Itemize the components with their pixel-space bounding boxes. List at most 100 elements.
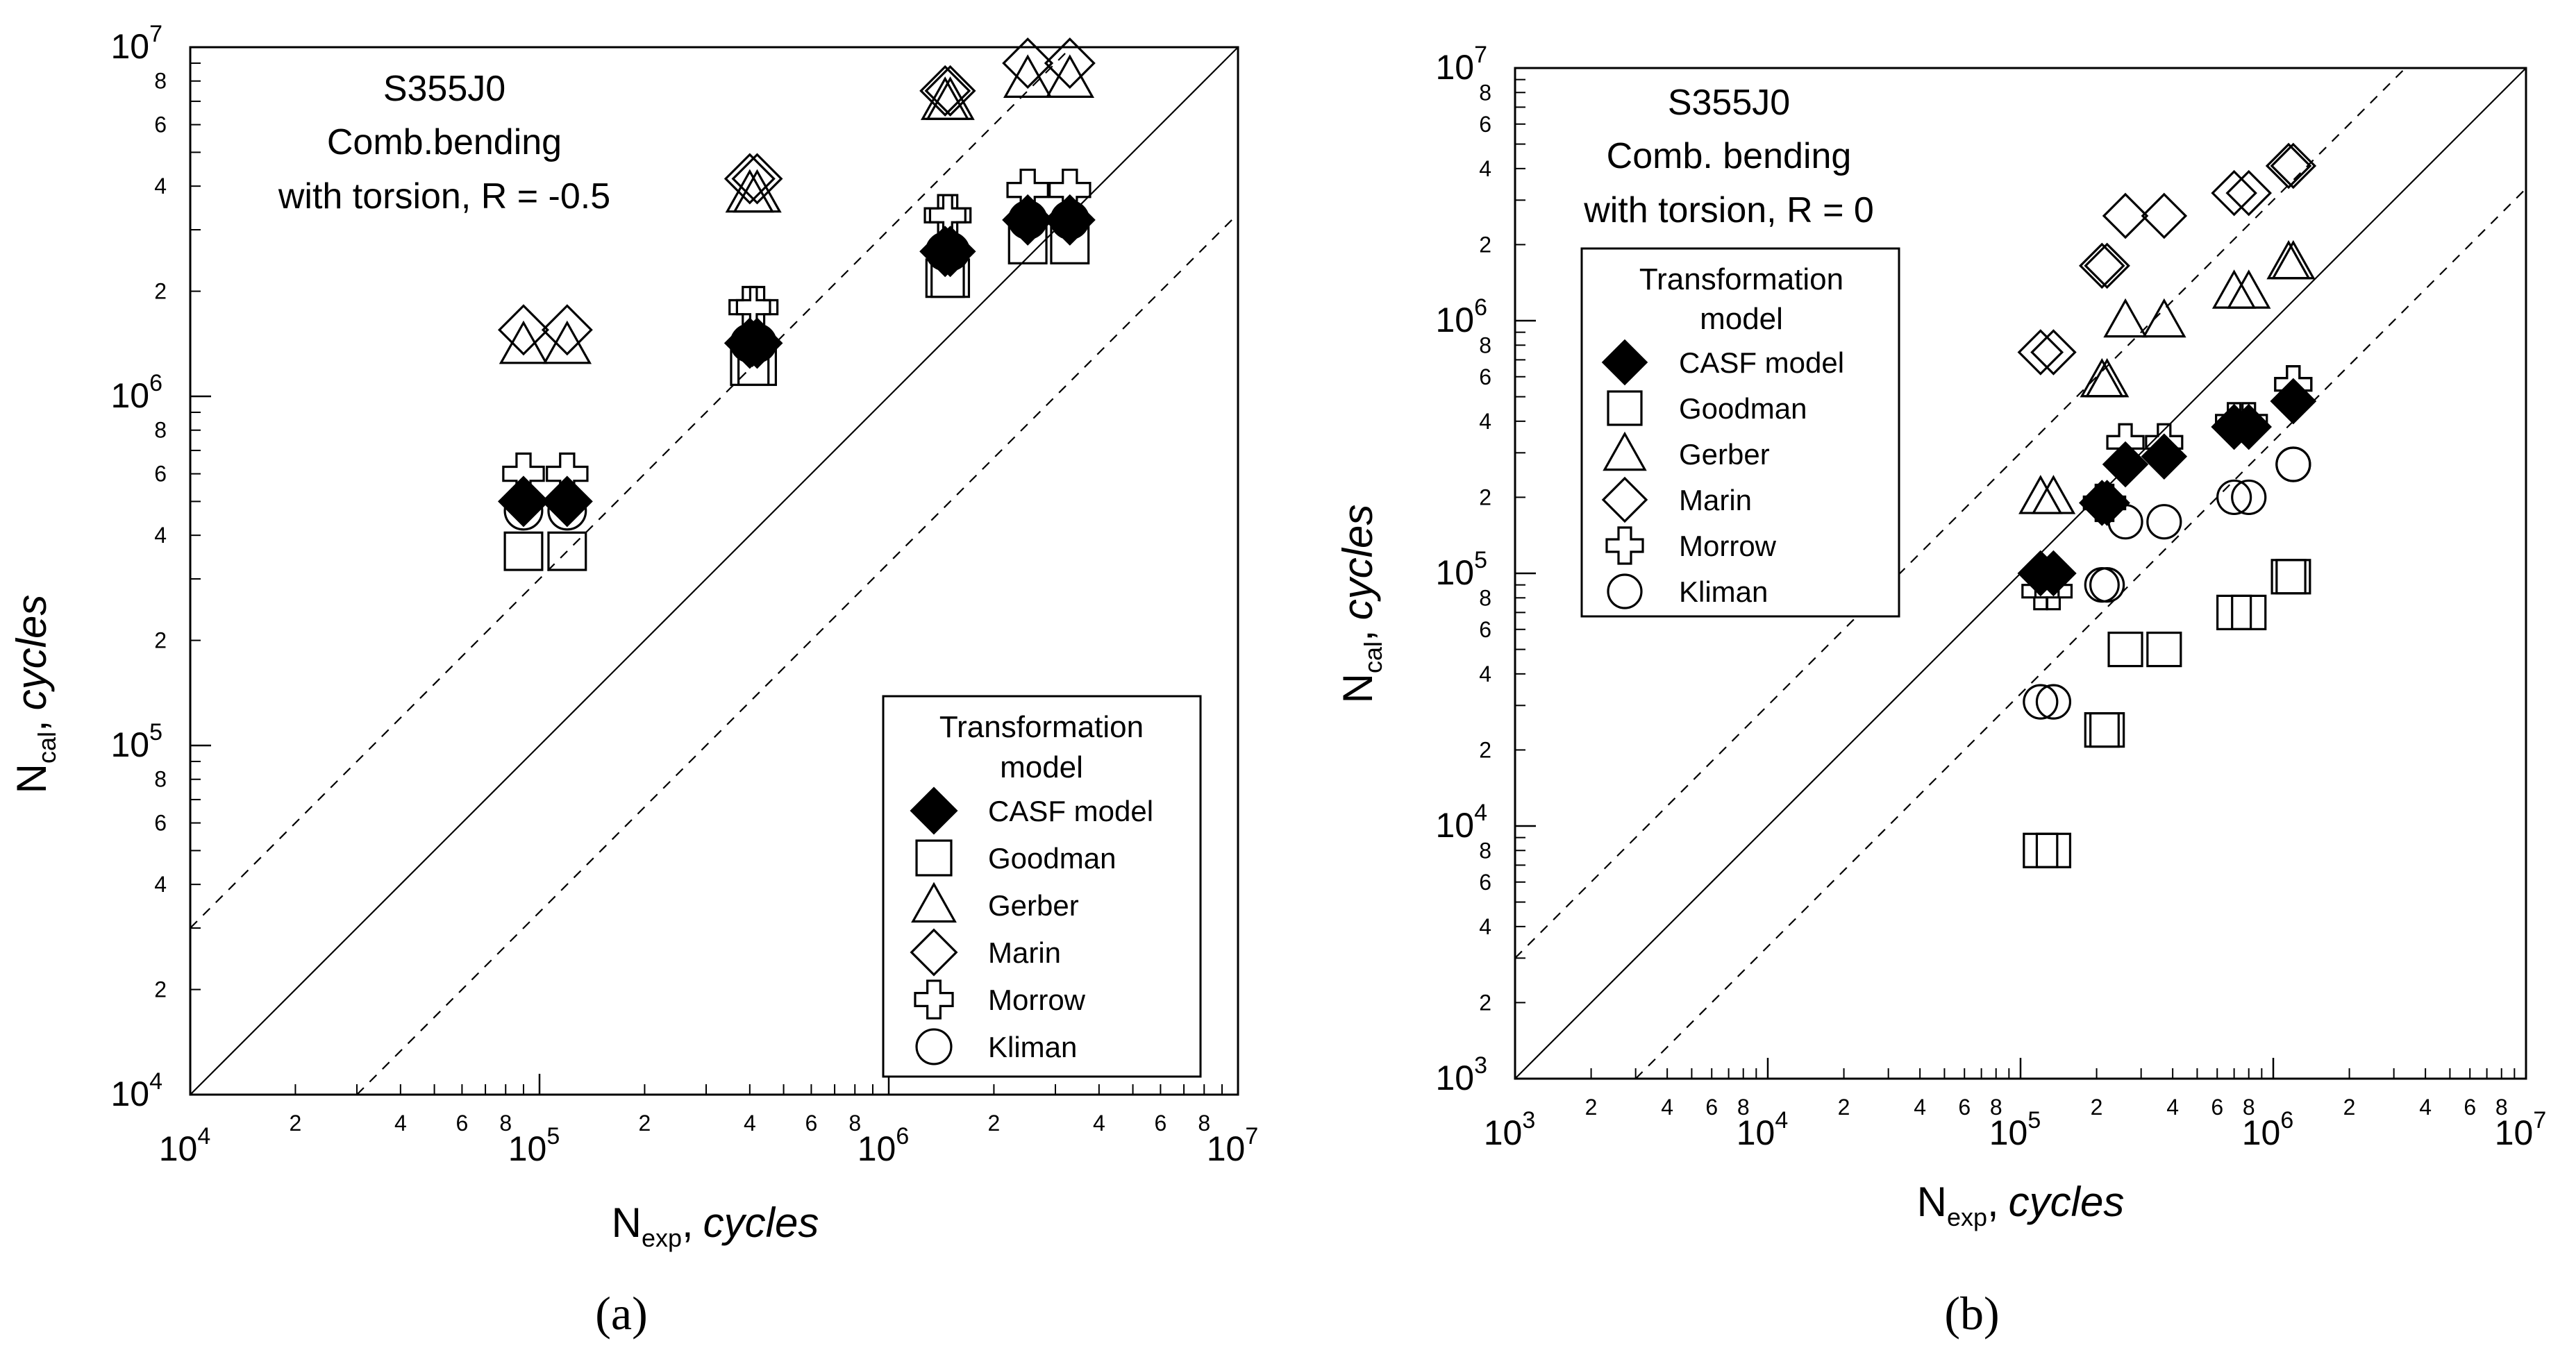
y-tick-label: 104: [110, 1068, 162, 1113]
x-minor-tick-label: 6: [805, 1111, 818, 1136]
legend-label: Morrow: [1679, 530, 1777, 562]
chart-title-line-3: with torsion, R = 0: [1583, 190, 1874, 230]
data-point-casf-model: [731, 317, 783, 369]
data-point-marin: [2079, 242, 2125, 289]
x-minor-tick-label: 4: [1661, 1095, 1673, 1120]
y-minor-tick-label: 6: [154, 462, 167, 487]
data-point-marin: [731, 153, 783, 205]
data-point-kliman: [2023, 684, 2059, 720]
data-point-goodman: [2231, 594, 2267, 630]
y-minor-tick-label: 2: [1479, 232, 1491, 257]
chart-title-line-2: Comb. bending: [1607, 136, 1852, 176]
x-tick-label: 104: [1737, 1107, 1789, 1152]
legend-title-line-1: Transformation: [939, 710, 1144, 744]
y-minor-tick-label: 6: [154, 811, 167, 836]
x-minor-tick-label: 8: [499, 1111, 512, 1136]
y-minor-tick-label: 8: [154, 418, 167, 443]
y-minor-tick-label: 8: [1479, 80, 1491, 105]
data-point-casf-model: [924, 226, 976, 278]
legend-label: Morrow: [988, 984, 1086, 1016]
x-axis-label-sub: exp: [642, 1224, 682, 1252]
legend-label: Goodman: [1679, 392, 1807, 425]
chart-panel-b: 1031032244668810410422446688105105224466…: [1335, 42, 2546, 1340]
legend-title-line-2: model: [1700, 302, 1783, 336]
y-minor-tick-label: 2: [1479, 737, 1491, 762]
y-minor-tick-label: 6: [1479, 112, 1491, 137]
data-point-marin: [1044, 37, 1096, 89]
data-point-goodman: [2107, 631, 2143, 668]
data-point-kliman: [2035, 684, 2072, 720]
data-point-casf-model: [498, 475, 549, 528]
y-axis-label-main: N: [8, 764, 55, 793]
panel-label-a: (a): [595, 1287, 647, 1340]
x-tick-label: 105: [1989, 1107, 2041, 1152]
legend: Transformation model CASF model Goodman Ge…: [882, 695, 1202, 1078]
legend-title-line-1: Transformation: [1639, 262, 1843, 296]
x-minor-tick-label: 2: [988, 1111, 1001, 1136]
legend-label: Marin: [1679, 484, 1752, 516]
y-axis-label-sub: cal: [33, 732, 61, 764]
legend-marker-gerber: [1603, 431, 1647, 471]
data-point-marin: [2141, 192, 2188, 239]
legend-marker-marin: [910, 928, 958, 977]
y-minor-tick-label: 6: [1479, 364, 1491, 389]
y-minor-tick-label: 2: [154, 628, 167, 653]
legend: Transformation model CASF model Goodman Ge…: [1580, 247, 1900, 618]
y-minor-tick-label: 2: [154, 279, 167, 304]
data-point-gerber: [2084, 357, 2130, 398]
data-point-gerber: [2103, 298, 2148, 338]
x-minor-tick-label: 8: [848, 1111, 861, 1136]
legend-marker-gerber: [911, 882, 957, 923]
data-point-marin: [2270, 142, 2317, 189]
data-point-marin: [2211, 169, 2257, 217]
x-tick-label: 106: [2242, 1107, 2294, 1152]
y-minor-tick-label: 6: [1479, 617, 1491, 642]
y-axis-label-unit: cycles: [8, 595, 55, 711]
y-axis-label-sub: cal: [1359, 641, 1387, 673]
x-minor-tick-label: 6: [2464, 1095, 2476, 1120]
y-tick-label: 105: [1435, 547, 1487, 592]
y-tick-label: 107: [1435, 42, 1487, 87]
upper-scatter-band-line: [1514, 67, 2407, 959]
x-axis-label-unit: cycles: [2009, 1179, 2125, 1225]
y-minor-tick-label: 6: [1479, 870, 1491, 895]
data-point-kliman: [2146, 504, 2182, 540]
data-point-goodman: [2216, 594, 2252, 630]
x-minor-tick-label: 6: [1155, 1111, 1167, 1136]
legend-items: CASF model Goodman Gerber Marin Morrow Kliman: [1601, 339, 1844, 609]
upper-scatter-band-line: [190, 47, 1072, 929]
legend-label: Kliman: [988, 1031, 1077, 1063]
data-point-gerber: [2018, 475, 2063, 514]
x-minor-tick-label: 2: [1585, 1095, 1598, 1120]
data-point-casf-model: [2102, 441, 2149, 488]
data-point-goodman: [503, 531, 544, 571]
data-point-marin: [919, 65, 971, 117]
data-point-gerber: [542, 320, 592, 364]
y-tick-label: 106: [1435, 294, 1487, 339]
data-point-marin: [2017, 329, 2064, 376]
data-point-casf-model: [2084, 480, 2130, 526]
legend-label: CASF model: [988, 795, 1153, 827]
x-minor-tick-label: 2: [639, 1111, 651, 1136]
data-point-casf-model: [2030, 550, 2077, 597]
x-minor-tick-label: 6: [456, 1111, 469, 1136]
data-point-casf-model: [2270, 378, 2317, 425]
legend-title-line-2: model: [1000, 750, 1083, 784]
chart-panel-a: 1041042244668810510522446688106106224466…: [8, 21, 1258, 1340]
panel-label-b: (b): [1944, 1287, 1999, 1340]
y-minor-tick-label: 4: [154, 523, 167, 548]
lower-scatter-band-line: [356, 213, 1239, 1095]
axis-ticks: 1041042244668810510522446688106106224466…: [110, 21, 1258, 1168]
data-point-casf-model: [2225, 403, 2272, 450]
data-point-marin: [2084, 242, 2130, 289]
x-tick-label: 105: [508, 1123, 560, 1168]
y-minor-tick-label: 8: [154, 69, 167, 94]
data-point-casf-model: [2141, 433, 2188, 480]
x-minor-tick-label: 4: [1093, 1111, 1105, 1136]
x-minor-tick-label: 8: [2243, 1095, 2255, 1120]
x-minor-tick-label: 2: [2343, 1095, 2356, 1120]
x-minor-tick-label: 6: [2211, 1095, 2223, 1120]
x-tick-label: 104: [159, 1123, 211, 1168]
data-point-goodman: [2035, 832, 2072, 868]
data-point-gerber: [2226, 269, 2271, 309]
